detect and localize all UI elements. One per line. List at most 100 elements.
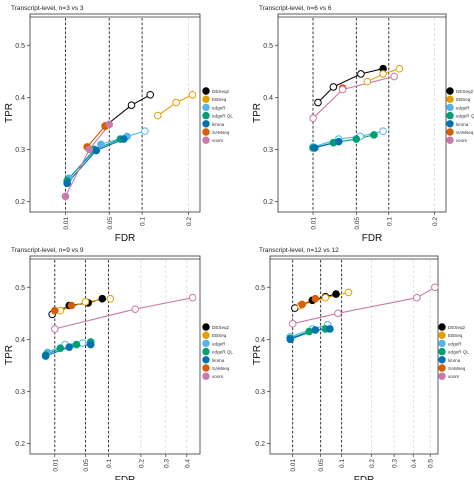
legend: DESeq2 EBSeq edgeR edgeR QL limma SAMseq voom: [446, 87, 474, 144]
legend-label: limma: [448, 358, 461, 363]
data-point-limma: [334, 137, 343, 146]
legend-swatch: [438, 372, 446, 380]
data-point-samseq: [311, 294, 320, 303]
panel-2: Transcript-level, n=6 vs 6 0.2 0.3 0.4 0.5 0.…: [252, 5, 474, 244]
legend-label: edgeR: [456, 105, 470, 110]
legend-swatch: [202, 364, 210, 372]
data-point-deseq2: [329, 83, 338, 91]
data-point-deseq2: [127, 101, 136, 109]
x-tick-label: 0.5: [428, 459, 435, 468]
legend-swatch: [438, 339, 446, 348]
y-tick-label: 0.5: [255, 285, 265, 292]
x-tick-label: 0.01: [311, 217, 318, 230]
legend-label: SAMseq: [448, 366, 466, 371]
data-point-edger: [97, 140, 105, 149]
x-tick-label: 0.2: [138, 459, 145, 468]
x-axis-label: FDR: [115, 233, 136, 244]
legend-label: EBSeq: [212, 333, 227, 338]
legend-swatch: [446, 128, 454, 136]
data-point-edger-ql: [305, 327, 314, 336]
legend-swatch: [202, 111, 210, 120]
legend-swatch: [202, 103, 210, 112]
y-tick-label: 0.5: [263, 43, 273, 50]
data-point-ebseq: [106, 294, 115, 303]
x-axis-label: FDR: [362, 233, 383, 244]
y-axis-label: TPR: [4, 345, 15, 365]
series-line-samseq: [86, 125, 106, 148]
legend-swatch: [202, 347, 210, 356]
panel-1: Transcript-level, n=3 vs 3 0.2 0.3 0.4 0.5 0.…: [4, 5, 233, 244]
legend-label: edgeR QL: [212, 350, 233, 355]
legend-label: DESeq2: [448, 325, 466, 330]
legend-label: voom: [448, 374, 459, 379]
data-point-voom: [309, 114, 317, 123]
legend-swatch: [438, 356, 446, 364]
data-point-ebseq: [188, 90, 197, 99]
legend-label: EBSeq: [456, 97, 471, 102]
y-tick-label: 0.4: [15, 337, 25, 344]
y-tick-label: 0.2: [263, 199, 273, 206]
legend-swatch: [202, 95, 210, 103]
legend-label: EBSeq: [212, 97, 227, 102]
x-tick-label: 0.2: [432, 217, 439, 226]
y-axis-label: TPR: [252, 345, 263, 365]
legend: DESeq2 EBSeq edgeR edgeR QL limma SAMseq voom: [202, 87, 233, 144]
y-tick-label: 0.4: [15, 95, 25, 102]
y-axis-label: TPR: [4, 103, 15, 123]
panel-title: Transcript-level, n=12 vs 12: [259, 247, 339, 254]
x-tick-label: 0.05: [107, 217, 114, 230]
panel-title: Transcript-level, n=6 vs 6: [259, 5, 332, 12]
data-point-ebseq: [81, 298, 90, 306]
x-tick-label: 0.01: [63, 217, 70, 230]
y-tick-label: 0.5: [15, 43, 25, 50]
legend-swatch: [438, 364, 446, 372]
legend-swatch: [202, 331, 210, 339]
data-point-ebseq: [321, 293, 330, 302]
data-point-deseq2: [146, 90, 155, 99]
x-tick-label: 0.4: [184, 459, 191, 468]
plot-area: [29, 13, 201, 213]
panel-3: Transcript-level, n=9 vs 9 0.2 0.3 0.4 0.5 0.…: [4, 247, 233, 480]
panel-title: Transcript-level, n=9 vs 9: [11, 247, 84, 254]
legend-swatch: [446, 95, 454, 103]
legend-swatch: [202, 120, 210, 128]
plot-area: [277, 13, 447, 213]
y-tick-label: 0.4: [255, 337, 265, 344]
data-point-voom: [105, 120, 114, 129]
plot-area: [269, 255, 439, 455]
data-point-edger: [141, 127, 149, 136]
legend: DESeq2 EBSeq edgeR edgeR QL limma SAMseq voom: [202, 323, 233, 380]
data-point-limma: [326, 325, 334, 333]
legend-swatch: [202, 136, 210, 144]
data-point-ebseq: [172, 98, 180, 107]
x-tick-label: 0.1: [386, 217, 393, 226]
legend-swatch: [202, 128, 210, 136]
data-point-ebseq: [344, 288, 353, 297]
x-tick-label: 0.05: [318, 459, 325, 472]
data-point-voom: [131, 305, 140, 313]
data-point-voom: [50, 325, 59, 333]
data-point-limma: [92, 146, 101, 155]
y-tick-label: 0.3: [15, 389, 25, 396]
data-point-limma: [86, 340, 95, 349]
data-point-voom: [188, 293, 197, 302]
legend-label: SAMseq: [212, 130, 230, 135]
y-tick-label: 0.3: [263, 147, 273, 154]
legend-swatch: [438, 323, 446, 331]
legend-label: edgeR QL: [448, 350, 469, 355]
data-point-limma: [41, 352, 50, 360]
legend-label: SAMseq: [212, 366, 230, 371]
y-tick-label: 0.4: [263, 95, 273, 102]
legend-label: edgeR: [448, 341, 462, 346]
x-tick-label: 0.01: [52, 459, 59, 472]
data-point-voom: [413, 293, 421, 302]
legend-swatch: [446, 103, 454, 112]
data-point-limma: [65, 343, 74, 351]
data-point-edger-ql: [370, 131, 378, 139]
legend-swatch: [202, 356, 210, 364]
data-point-edger: [78, 339, 87, 347]
legend-label: EBSeq: [448, 333, 463, 338]
data-point-edger-ql: [352, 135, 361, 143]
series-line-deseq2: [317, 68, 384, 103]
